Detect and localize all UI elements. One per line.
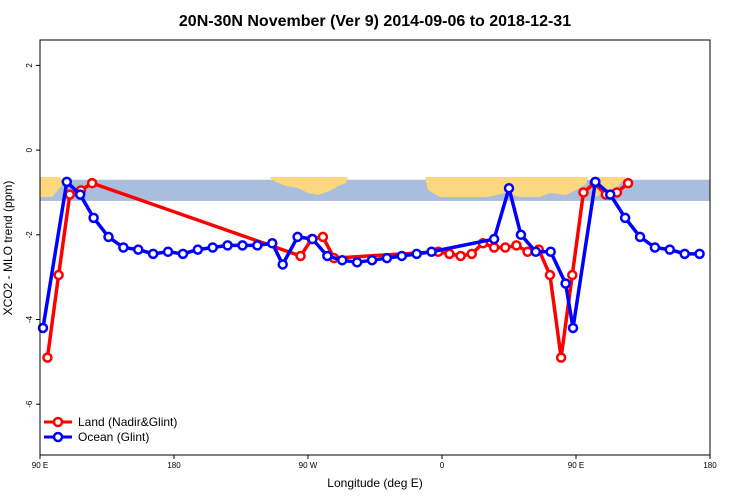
data-point — [567, 269, 578, 281]
data-point — [488, 233, 500, 245]
data-point — [622, 177, 634, 189]
data-point — [567, 322, 579, 334]
data-point — [545, 246, 556, 257]
legend-item-ocean: Ocean (Glint) — [44, 430, 149, 444]
data-point — [192, 244, 204, 255]
legend: Land (Nadir&Glint) Ocean (Glint) — [44, 415, 177, 444]
data-point — [515, 229, 527, 241]
land-asia-east — [40, 177, 64, 197]
data-point — [317, 231, 329, 243]
legend-marker-ocean — [52, 431, 64, 443]
data-point — [381, 252, 393, 264]
legend-label-ocean: Ocean (Glint) — [78, 430, 149, 444]
data-point — [590, 176, 601, 188]
y-axis: 2 0 -2 -4 -6 — [25, 63, 40, 408]
data-point — [466, 248, 478, 260]
data-point — [133, 244, 144, 255]
land-north-america — [270, 177, 348, 195]
data-point — [295, 250, 306, 262]
data-point — [544, 269, 556, 281]
data-point — [455, 250, 466, 262]
x-axis-label: Longitude (deg E) — [327, 476, 422, 490]
data-point — [411, 248, 422, 260]
data-point — [649, 242, 661, 253]
series-layer — [37, 176, 705, 363]
series-line-0 — [45, 181, 630, 360]
data-point — [292, 231, 303, 243]
data-point — [444, 248, 455, 260]
y-tick-label: -2 — [25, 231, 34, 239]
x-axis: 90 E 180 90 W 0 90 E 180 — [32, 455, 717, 470]
data-point — [61, 176, 73, 188]
data-point — [500, 242, 511, 253]
data-point — [530, 246, 542, 257]
x-tick-label: 90 E — [568, 461, 584, 470]
data-point — [207, 242, 218, 253]
data-point — [88, 212, 99, 224]
data-point — [37, 322, 49, 334]
data-point — [336, 254, 348, 266]
data-point — [488, 242, 500, 253]
y-tick-label: 2 — [25, 63, 34, 68]
y-tick-label: -6 — [25, 400, 34, 408]
plot-frame — [39, 39, 711, 456]
data-point — [267, 238, 278, 249]
data-point — [396, 250, 408, 262]
y-axis-label: XCO2 - MLO trend (ppm) — [1, 181, 15, 316]
data-point — [277, 259, 288, 270]
data-point — [74, 189, 86, 200]
data-point — [252, 240, 263, 251]
data-point — [560, 278, 571, 289]
data-point — [578, 187, 589, 198]
data-point — [366, 254, 378, 266]
data-point — [103, 231, 114, 243]
data-point — [351, 257, 363, 268]
data-point — [118, 242, 129, 253]
data-point — [222, 240, 233, 251]
data-point — [64, 189, 76, 200]
data-point — [619, 212, 631, 224]
data-point — [679, 248, 690, 260]
data-point — [86, 177, 98, 189]
data-point — [511, 240, 522, 251]
y-tick-label: 0 — [25, 147, 34, 152]
data-point — [162, 246, 174, 257]
data-point — [555, 352, 567, 363]
data-point — [503, 182, 515, 194]
data-point — [307, 233, 318, 245]
x-tick-label: 0 — [440, 461, 445, 470]
data-point — [53, 269, 64, 281]
data-point — [522, 246, 533, 257]
data-point — [604, 189, 616, 200]
data-point — [147, 248, 159, 260]
data-point — [237, 240, 248, 251]
chart-title: 20N-30N November (Ver 9) 2014-09-06 to 2… — [179, 13, 571, 30]
legend-item-land: Land (Nadir&Glint) — [44, 415, 177, 429]
data-point — [42, 352, 53, 363]
x-tick-label: 180 — [703, 461, 717, 470]
data-point — [664, 244, 676, 255]
data-point — [322, 250, 333, 262]
x-tick-label: 90 E — [32, 461, 48, 470]
data-point — [634, 231, 646, 243]
legend-marker-land — [52, 416, 64, 428]
y-tick-label: -4 — [25, 315, 34, 323]
x-tick-label: 90 W — [299, 461, 318, 470]
data-point — [177, 248, 189, 260]
data-point — [426, 246, 437, 257]
data-point — [694, 248, 705, 260]
legend-label-land: Land (Nadir&Glint) — [78, 415, 177, 429]
x-tick-label: 180 — [167, 461, 181, 470]
